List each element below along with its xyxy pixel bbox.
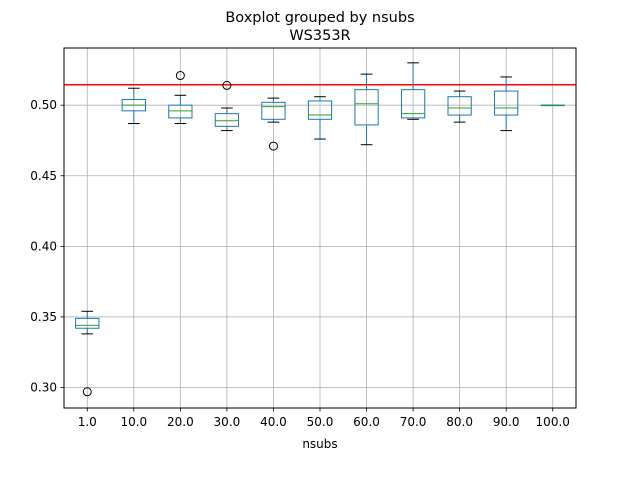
boxes-layer bbox=[75, 62, 565, 397]
box-group bbox=[354, 73, 379, 146]
y-tick-label: 0.40 bbox=[30, 239, 57, 253]
box-rect bbox=[354, 89, 379, 126]
box-rect bbox=[75, 317, 100, 329]
x-axis-label: nsubs bbox=[302, 437, 337, 451]
y-tick-label: 0.50 bbox=[30, 98, 57, 112]
outlier-point bbox=[222, 80, 232, 90]
box-group bbox=[168, 71, 193, 125]
x-tick-label: 1.0 bbox=[78, 415, 97, 429]
chart-title: Boxplot grouped by nsubs bbox=[225, 10, 414, 26]
y-tick-label: 0.30 bbox=[30, 381, 57, 395]
y-axis-ticks: 0.30 0.35 0.40 0.45 0.50 bbox=[30, 98, 64, 395]
chart-subtitle: WS353R bbox=[289, 28, 350, 44]
x-tick-label: 70.0 bbox=[400, 415, 427, 429]
x-tick-label: 60.0 bbox=[353, 415, 380, 429]
box-rect bbox=[168, 104, 193, 119]
box-group bbox=[307, 96, 333, 140]
box-group bbox=[261, 97, 286, 151]
box-group bbox=[214, 80, 240, 132]
x-tick-label: 10.0 bbox=[120, 415, 147, 429]
y-tick-label: 0.35 bbox=[30, 310, 57, 324]
box-group bbox=[75, 310, 100, 397]
box-rect bbox=[494, 90, 519, 116]
box-rect bbox=[261, 101, 286, 120]
box-group bbox=[540, 104, 565, 107]
x-tick-label: 50.0 bbox=[307, 415, 334, 429]
y-tick-label: 0.45 bbox=[30, 169, 57, 183]
box-group bbox=[121, 87, 146, 125]
x-tick-label: 40.0 bbox=[260, 415, 287, 429]
outlier-point bbox=[175, 71, 185, 81]
x-axis-ticks: 1.0 10.0 20.0 30.0 40.0 50.0 60.0 70.0 80.0 90.0 1… bbox=[78, 408, 570, 429]
box-rect bbox=[447, 96, 472, 116]
box-group bbox=[400, 62, 426, 120]
box-rect bbox=[400, 89, 426, 119]
box-group bbox=[494, 76, 519, 132]
outlier-point bbox=[268, 141, 278, 151]
x-tick-label: 20.0 bbox=[167, 415, 194, 429]
box-group bbox=[447, 90, 472, 123]
box-rect bbox=[307, 100, 333, 120]
x-tick-label: 100.0 bbox=[536, 415, 570, 429]
x-tick-label: 30.0 bbox=[214, 415, 241, 429]
box-rect bbox=[214, 113, 240, 127]
x-tick-label: 80.0 bbox=[446, 415, 473, 429]
x-tick-label: 90.0 bbox=[493, 415, 520, 429]
outlier-point bbox=[82, 387, 92, 397]
